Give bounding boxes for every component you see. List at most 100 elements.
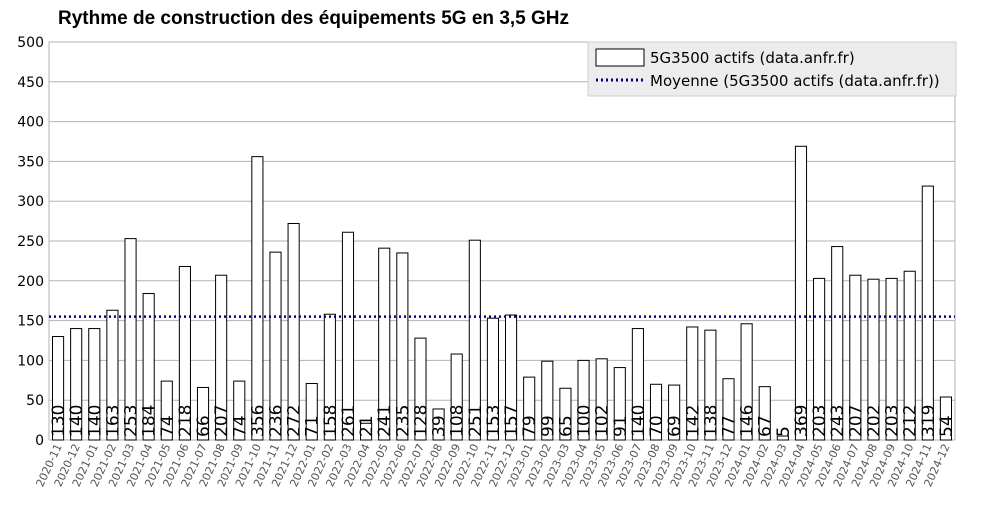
bar [903, 270, 916, 441]
bar [704, 329, 717, 441]
bar [178, 265, 191, 441]
bar [124, 238, 137, 441]
data-label: 153 [484, 405, 504, 437]
data-label: 140 [67, 405, 87, 437]
bar [668, 384, 681, 441]
bar [360, 422, 373, 441]
y-tick-label: 400 [17, 115, 44, 131]
data-label: 157 [502, 405, 522, 437]
data-label: 235 [393, 405, 413, 437]
data-label: 203 [810, 405, 830, 437]
data-label: 218 [176, 405, 196, 437]
data-label: 54 [937, 415, 957, 437]
data-label: 128 [411, 405, 431, 437]
y-axis-ticks: 0 50 100 150 200 250 300 350 400 450 500 [17, 35, 44, 449]
bar [776, 435, 789, 441]
bar [649, 383, 663, 441]
bar [631, 328, 644, 441]
data-label: 243 [828, 405, 848, 437]
bar [196, 386, 210, 441]
bar [486, 317, 500, 441]
bar [541, 360, 554, 441]
bar [88, 328, 101, 441]
data-label: 39 [430, 415, 450, 437]
data-label: 74 [230, 415, 250, 437]
bar [831, 246, 844, 441]
y-tick-label: 150 [17, 314, 44, 330]
bar [251, 156, 264, 441]
bar [686, 326, 699, 441]
data-label: 203 [883, 405, 903, 437]
legend-average-label: Moyenne (5G3500 actifs (data.anfr.fr)) [650, 72, 940, 90]
data-label: 272 [285, 405, 305, 437]
bar [269, 251, 282, 441]
y-tick-label: 300 [17, 194, 44, 210]
y-tick-label: 350 [17, 154, 44, 170]
y-tick-label: 50 [26, 393, 44, 409]
bar [921, 185, 934, 441]
y-tick-label: 500 [17, 35, 44, 51]
data-label: 236 [267, 405, 287, 437]
data-label: 67 [756, 415, 776, 437]
data-label: 69 [665, 415, 685, 437]
bar [70, 328, 83, 441]
data-label: 65 [556, 415, 576, 437]
bar [595, 358, 608, 441]
y-tick-label: 450 [17, 75, 44, 91]
y-tick-label: 0 [35, 433, 44, 449]
data-label: 71 [303, 415, 323, 437]
bar [867, 278, 880, 441]
bar [758, 386, 771, 441]
data-label: 108 [448, 405, 468, 437]
bar [305, 382, 318, 441]
bar [849, 274, 862, 441]
bar [142, 293, 155, 441]
data-label: 253 [122, 405, 142, 437]
data-label: 79 [520, 415, 540, 437]
bar [432, 408, 445, 441]
data-label: 100 [575, 405, 595, 437]
bar [740, 323, 753, 441]
data-label: 102 [593, 405, 613, 437]
bar [396, 252, 409, 441]
bar [939, 396, 953, 441]
data-label: 184 [140, 405, 160, 437]
data-label: 140 [85, 405, 105, 437]
data-label: 74 [158, 415, 178, 437]
legend: 5G3500 actifs (data.anfr.fr) Moyenne (5G… [587, 41, 957, 97]
bar [233, 380, 246, 441]
data-label: 142 [683, 405, 703, 437]
chart-title: Rythme de construction des équipements 5… [58, 8, 570, 29]
bar [378, 247, 391, 441]
data-label: 99 [538, 415, 558, 437]
legend-bar-swatch [595, 48, 645, 67]
data-label: 21 [357, 415, 377, 437]
bar [577, 359, 590, 441]
bars: 1301401401632531847421866207743562362727… [49, 145, 957, 441]
bar [505, 314, 518, 441]
y-tick-label: 250 [17, 234, 44, 250]
bar [160, 380, 173, 441]
bar [523, 376, 536, 441]
data-label: 138 [701, 405, 721, 437]
bar [794, 145, 808, 441]
data-label: 77 [720, 415, 740, 437]
bar [885, 277, 898, 441]
legend-box [587, 41, 957, 97]
bar [52, 336, 65, 441]
data-label: 207 [212, 405, 232, 437]
data-label: 91 [611, 415, 631, 437]
data-label: 241 [375, 405, 395, 437]
data-label: 369 [792, 405, 812, 437]
data-label: 70 [647, 415, 667, 437]
data-label: 130 [49, 405, 69, 437]
bar [287, 222, 300, 441]
bar [323, 313, 336, 441]
data-label: 5 [774, 426, 794, 437]
data-label: 202 [864, 405, 884, 437]
y-tick-label: 100 [17, 353, 44, 369]
data-label: 251 [466, 405, 486, 437]
data-label: 163 [103, 405, 123, 437]
bar [559, 387, 572, 441]
